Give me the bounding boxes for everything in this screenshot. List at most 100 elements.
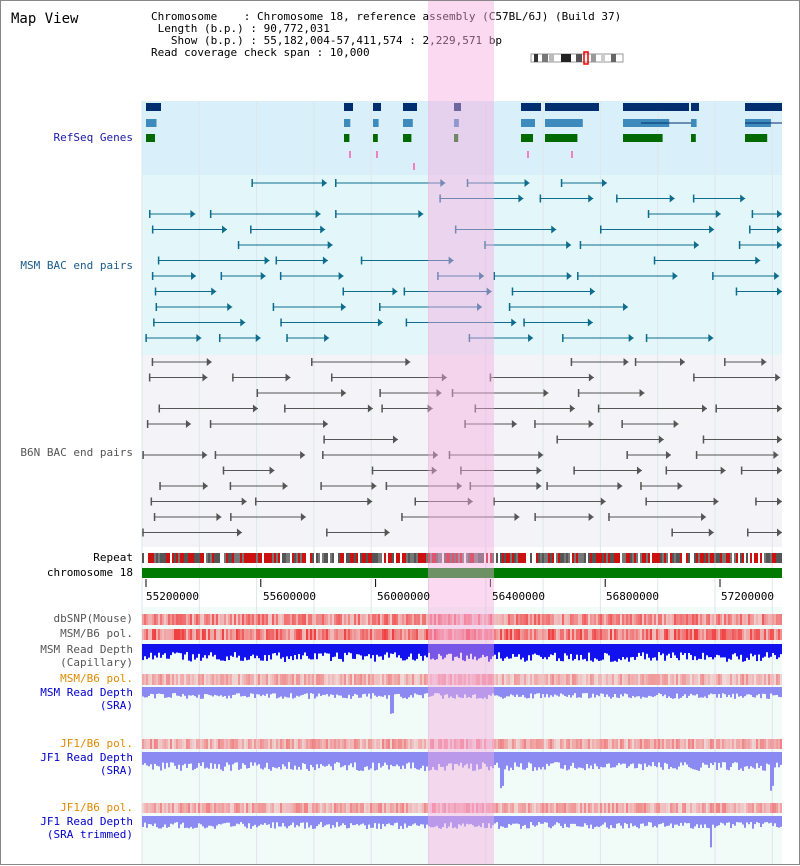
repeat-element	[268, 553, 270, 563]
jf1-pol2-heat	[384, 803, 386, 813]
jf1-pol2-heat	[400, 803, 402, 813]
selection-highlight[interactable]	[428, 1, 494, 864]
msm-depth-sra-bar	[212, 687, 214, 697]
repeat-element	[606, 553, 608, 563]
msm-depth-cap-bar	[192, 644, 194, 655]
msm-depth-sra-bar	[618, 687, 620, 698]
jf1-depth-sra-bar	[288, 752, 290, 763]
jf1-depth-trim-bar	[370, 816, 372, 828]
msm-depth-sra-bar	[642, 687, 644, 697]
dbsnp-heat	[744, 614, 746, 625]
b6n-bac-pair-end	[401, 513, 403, 521]
jf1-depth-sra-bar	[246, 752, 248, 769]
chromosome-info: Chromosome : Chromosome 18, reference as…	[151, 10, 622, 59]
jf1-depth-trim-bar	[578, 816, 580, 827]
jf1-pol2-heat	[402, 803, 404, 813]
jf1-pol-heat	[232, 739, 234, 749]
msm-pol2-heat	[780, 674, 782, 685]
dbsnp-heat	[722, 614, 724, 625]
msm-pol-heat	[388, 629, 390, 640]
repeat-element	[156, 553, 158, 563]
jf1-pol-heat	[684, 739, 686, 749]
jf1-pol-heat	[180, 739, 182, 749]
msm-pol-heat	[292, 629, 294, 640]
b6n-bac-label[interactable]: B6N BAC end pairs	[20, 446, 133, 459]
jf1-depth-trim-bar	[302, 816, 304, 823]
msm-pol-heat	[372, 629, 374, 640]
msm-pol2-heat	[180, 674, 182, 685]
repeat-element	[444, 553, 446, 563]
msm-pol2-heat	[408, 674, 410, 685]
jf1-depth-sra-bar	[612, 752, 614, 768]
refseq-mark	[376, 151, 378, 158]
dbsnp-heat	[152, 614, 154, 625]
msm-pol2-heat	[566, 674, 568, 685]
msm-depth-cap-bar	[456, 644, 458, 657]
jf1-pol-heat	[224, 739, 226, 749]
repeat-element	[234, 553, 236, 563]
msm-pol-heat	[274, 629, 276, 640]
dbsnp-heat	[270, 614, 272, 625]
msm-pol2-heat	[684, 674, 686, 685]
jf1-pol2-heat	[436, 803, 438, 813]
repeat-element	[266, 553, 268, 563]
msm-depth-sra-bar	[450, 687, 452, 697]
refseq-genes-label[interactable]: RefSeq Genes	[53, 131, 133, 144]
jf1-depth-sra-bar	[710, 752, 712, 764]
dbsnp-heat	[468, 614, 470, 625]
msm-depth-cap-bar	[622, 644, 624, 658]
b6n-bac-pair-end	[570, 358, 573, 366]
msm-pol2-heat	[260, 674, 262, 685]
repeat-element	[658, 553, 660, 563]
msm-pol2-heat	[612, 674, 614, 685]
b6n-bac-pair-end	[777, 435, 782, 444]
msm-depth-sra-bar	[776, 687, 778, 695]
msm-pol2-heat	[624, 674, 626, 685]
msm-depth-sra-bar	[192, 687, 194, 696]
jf1-pol-heat	[712, 739, 714, 749]
jf1-pol-heat	[582, 739, 584, 749]
msm-pol2-heat	[460, 674, 462, 685]
repeat-element	[440, 553, 442, 563]
jf1-pol2-heat	[688, 803, 690, 813]
msm-pol-heat	[686, 629, 688, 640]
msm-pol2-heat	[392, 674, 394, 685]
msm-depth-sra-bar	[606, 687, 608, 695]
jf1-depth-sra-bar	[268, 752, 270, 770]
msm-depth-sra-bar	[152, 687, 154, 695]
b6n-bac-pair-end	[680, 358, 686, 366]
msm-depth-cap-bar	[706, 644, 708, 656]
msm-depth-sra-bar	[496, 687, 498, 696]
dbsnp-heat	[732, 614, 734, 625]
jf1-pol-heat	[446, 739, 448, 749]
msm-bac-label[interactable]: MSM BAC end pairs	[20, 259, 133, 272]
jf1-pol-heat	[272, 739, 274, 749]
repeat-element	[686, 553, 688, 563]
jf1-pol2-heat	[226, 803, 228, 813]
msm-depth-sra-bar	[442, 687, 444, 699]
msm-pol2-heat	[560, 674, 562, 685]
msm-depth-cap-bar	[628, 644, 630, 662]
jf1-pol2-heat	[428, 803, 430, 813]
repeat-element	[394, 553, 396, 563]
msm-pol-heat	[202, 629, 204, 640]
msm-pol2-heat	[562, 674, 564, 685]
jf1-depth-sra-bar	[442, 752, 444, 767]
msm-depth-cap-bar	[778, 644, 780, 658]
b6n-bac-pair-end	[588, 420, 594, 428]
jf1-depth-sra-bar	[752, 752, 754, 768]
b6n-bac-pair-end	[573, 466, 575, 475]
jf1-pol-heat	[358, 739, 360, 749]
msm-depth-cap-bar	[506, 644, 508, 657]
jf1-pol-heat	[774, 739, 776, 749]
msm-depth-sra-bar	[710, 687, 712, 694]
msm-bac-pair-end	[645, 334, 648, 342]
ideogram-band	[561, 54, 571, 62]
msm-depth-sra-bar	[586, 687, 588, 694]
repeat-element	[184, 553, 186, 563]
jf1-pol-heat	[772, 739, 774, 749]
jf1-depth-trim-label: JF1 Read Depth	[40, 815, 133, 828]
dbsnp-heat	[242, 614, 244, 625]
msm-depth-cap-bar	[174, 644, 176, 654]
